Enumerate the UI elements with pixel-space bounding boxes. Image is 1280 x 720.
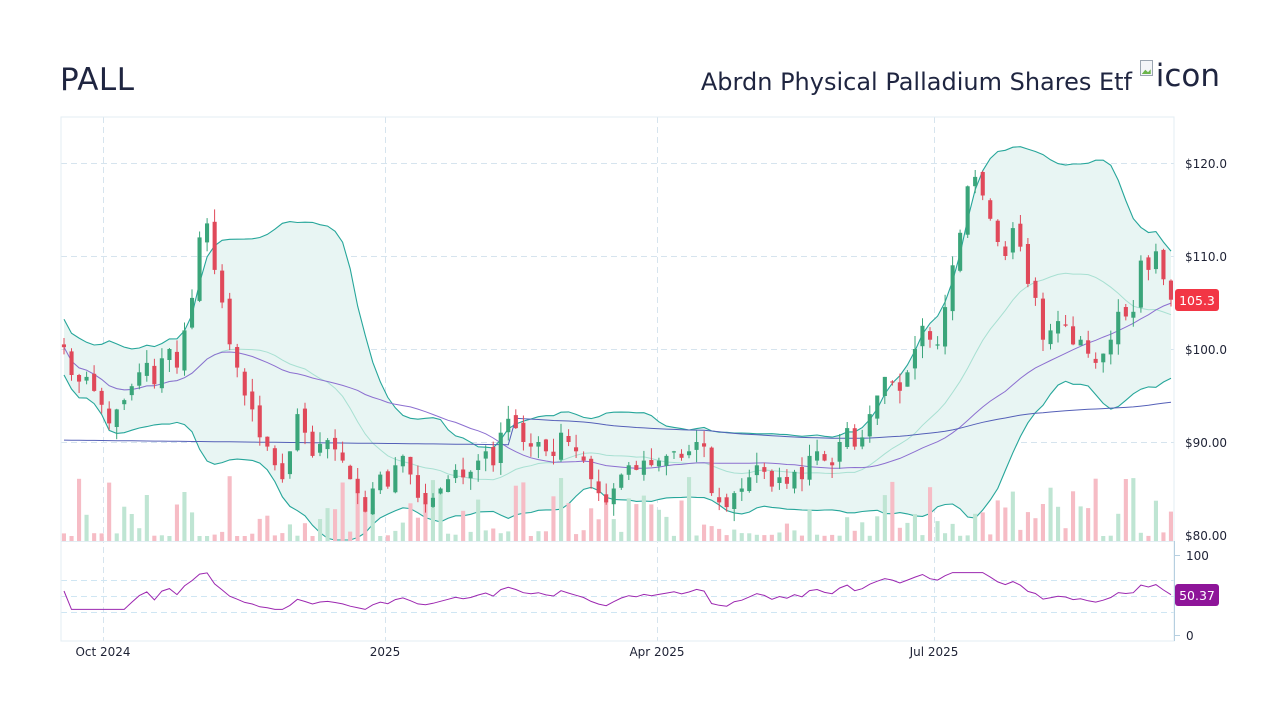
moving-averages — [63, 302, 1172, 469]
price-tick-90: $90.00 — [1185, 436, 1227, 450]
price-tick-100: $100.0 — [1185, 343, 1227, 357]
rsi-tick-100: 100 — [1186, 549, 1209, 563]
price-tick-120: $120.0 — [1185, 157, 1227, 171]
price-tick-80: $80.00 — [1185, 529, 1227, 543]
rsi-pane — [63, 572, 1172, 610]
price-axis[interactable]: $120.0 $110.0 $100.0 $90.00 $80.00 105.3 — [1175, 157, 1227, 543]
price-tick-110: $110.0 — [1185, 250, 1227, 264]
last-price-badge — [1175, 289, 1219, 311]
logo-alt-text: icon — [1155, 58, 1220, 94]
bollinger-bands — [63, 146, 1172, 541]
chart-frame — [60, 116, 1175, 642]
rsi-tick-0: 0 — [1186, 629, 1194, 643]
time-tick-oct-2024: Oct 2024 — [75, 645, 130, 659]
fund-name: Abrdn Physical Palladium Shares Etf — [700, 68, 1132, 96]
time-axis[interactable]: Oct 2024 2025 Apr 2025 Jul 2025 — [75, 645, 958, 659]
broken-image-icon — [1139, 60, 1155, 78]
time-tick-2025: 2025 — [370, 645, 401, 659]
rsi-last-badge — [1175, 584, 1219, 606]
time-tick-apr-2025: Apr 2025 — [629, 645, 684, 659]
ticker-symbol: PALL — [60, 62, 135, 98]
volume-bars — [61, 476, 1173, 541]
fund-logo: icon — [1139, 58, 1220, 94]
last-price-label: 105.3 — [1179, 293, 1215, 308]
time-tick-jul-2025: Jul 2025 — [909, 645, 959, 659]
rsi-last-label: 50.37 — [1179, 588, 1215, 603]
rsi-axis[interactable]: 100 0 50.37 — [1174, 549, 1219, 643]
candlesticks — [61, 170, 1173, 522]
